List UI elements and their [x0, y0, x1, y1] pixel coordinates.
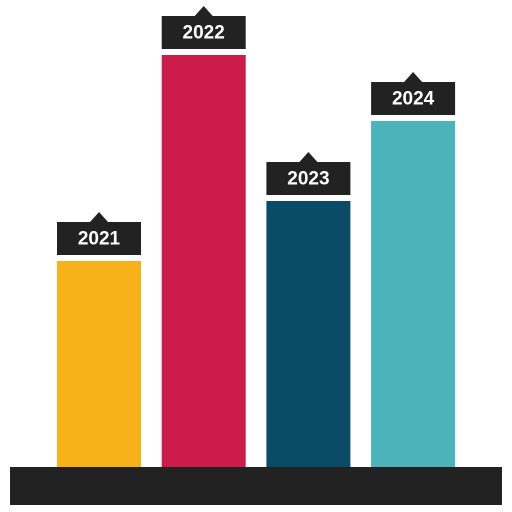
category-label: 2021	[78, 229, 121, 250]
label-box	[161, 16, 246, 49]
bar	[266, 201, 351, 467]
label-pointer	[404, 72, 423, 82]
label-pointer	[299, 152, 318, 162]
category-label: 2022	[183, 23, 225, 44]
bar	[161, 55, 246, 467]
bar	[371, 121, 456, 467]
category-label: 2023	[287, 169, 329, 190]
category-label: 2024	[392, 89, 435, 110]
label-box	[57, 222, 141, 255]
label-pointer	[194, 6, 213, 16]
base-platform	[10, 467, 502, 505]
label-box	[371, 82, 456, 115]
bar	[57, 261, 141, 467]
label-pointer	[90, 212, 108, 222]
label-box	[266, 162, 351, 195]
